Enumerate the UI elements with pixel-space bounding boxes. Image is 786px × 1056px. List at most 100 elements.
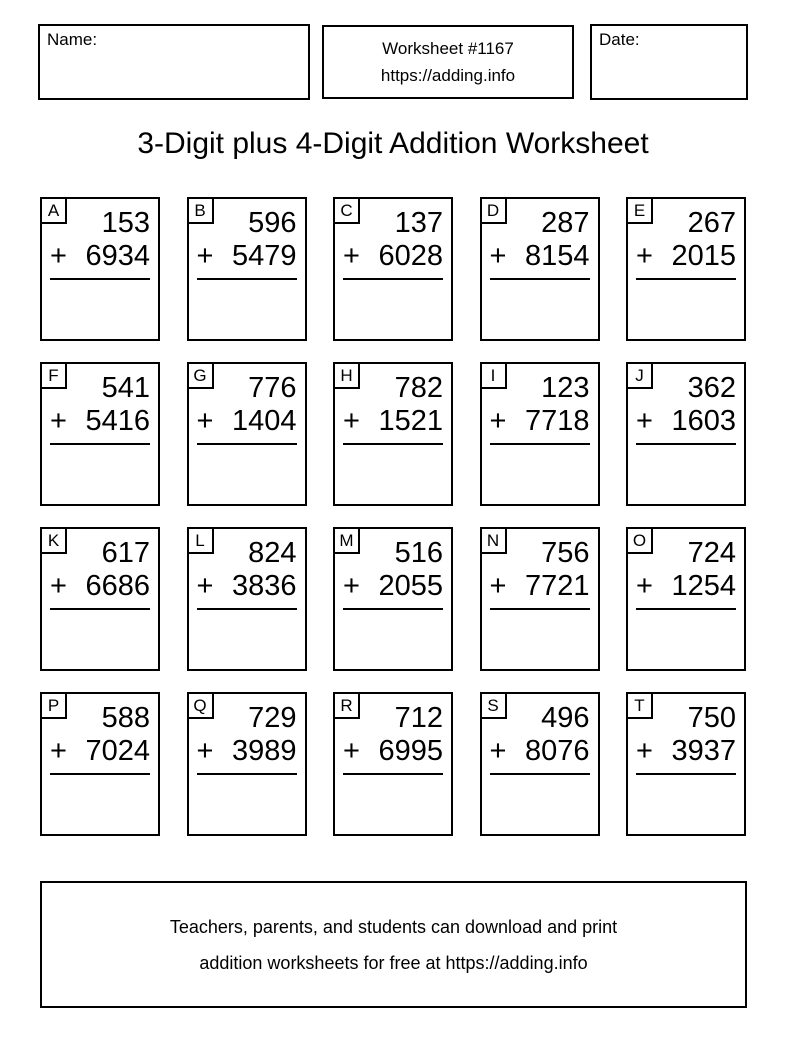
plus-operator: + [196, 735, 214, 767]
problem-cell: G 776 + 1404 [186, 362, 307, 506]
top-addend: 287 [541, 207, 590, 239]
problem-addends: 287 + 8154 [490, 207, 590, 273]
bottom-addend: 7718 [524, 405, 590, 437]
bottom-addend: 2055 [378, 570, 443, 602]
problem-cell: R 712 + 6995 [333, 692, 453, 836]
bottom-addend: 1521 [378, 405, 443, 437]
problem-cell: H 782 + 1521 [333, 362, 453, 506]
answer-line [489, 773, 590, 775]
top-addend: 756 [541, 537, 590, 569]
name-label: Name: [47, 30, 98, 49]
problem-letter-label: S [479, 692, 507, 719]
problem-addends: 776 + 1404 [197, 372, 297, 438]
top-addend: 782 [394, 372, 443, 404]
problem-addends: 516 + 2055 [343, 537, 443, 603]
answer-line [196, 608, 297, 610]
answer-line [343, 278, 443, 280]
answer-line [489, 278, 590, 280]
plus-operator: + [343, 735, 360, 767]
date-field-box: Date: [590, 24, 748, 100]
plus-operator: + [50, 570, 67, 602]
plus-operator: + [489, 570, 507, 602]
plus-operator: + [50, 240, 67, 272]
problem-letter-label: I [479, 362, 507, 389]
plus-operator: + [343, 240, 360, 272]
answer-line [636, 443, 736, 445]
bottom-addend: 6686 [85, 570, 150, 602]
problem-addends: 267 + 2015 [636, 207, 736, 273]
top-addend: 362 [687, 372, 736, 404]
problem-cell: A 153 + 6934 [40, 197, 160, 341]
answer-line [196, 773, 297, 775]
problem-addends: 712 + 6995 [343, 702, 443, 768]
answer-line [636, 773, 736, 775]
problem-letter-label: T [626, 692, 653, 719]
problem-letter-label: C [333, 197, 360, 224]
bottom-addend: 6028 [378, 240, 443, 272]
plus-operator: + [196, 570, 214, 602]
problem-cell: J 362 + 1603 [626, 362, 746, 506]
problem-letter-label: E [626, 197, 653, 224]
problem-letter-label: P [40, 692, 67, 719]
plus-operator: + [343, 570, 360, 602]
problem-addends: 596 + 5479 [197, 207, 297, 273]
bottom-addend: 2015 [671, 240, 736, 272]
answer-line [196, 278, 297, 280]
problem-letter-label: A [40, 197, 67, 224]
problem-letter-label: O [626, 527, 653, 554]
plus-operator: + [50, 405, 67, 437]
top-addend: 516 [394, 537, 443, 569]
problem-cell: Q 729 + 3989 [186, 692, 307, 836]
problem-letter-label: K [40, 527, 67, 554]
top-addend: 596 [248, 207, 297, 239]
plus-operator: + [489, 735, 507, 767]
bottom-addend: 8154 [524, 240, 590, 272]
problem-cell: E 267 + 2015 [626, 197, 746, 341]
problem-cell: F 541 + 5416 [40, 362, 160, 506]
problem-addends: 362 + 1603 [636, 372, 736, 438]
problem-cell: O 724 + 1254 [626, 527, 746, 671]
top-addend: 824 [248, 537, 297, 569]
problem-letter-label: F [40, 362, 67, 389]
answer-line [343, 773, 443, 775]
problem-cell: I 123 + 7718 [479, 362, 600, 506]
name-field-box: Name: [38, 24, 310, 100]
top-addend: 541 [101, 372, 150, 404]
worksheet-url: https://adding.info [380, 66, 516, 85]
top-addend: 729 [248, 702, 297, 734]
bottom-addend: 6934 [85, 240, 150, 272]
top-addend: 267 [687, 207, 736, 239]
bottom-addend: 5479 [231, 240, 297, 272]
answer-line [636, 608, 736, 610]
plus-operator: + [196, 240, 214, 272]
plus-operator: + [636, 405, 653, 437]
problem-cell: D 287 + 8154 [479, 197, 600, 341]
plus-operator: + [489, 405, 507, 437]
problem-addends: 541 + 5416 [50, 372, 150, 438]
worksheet-number: Worksheet #1167 [382, 39, 514, 58]
answer-line [343, 608, 443, 610]
top-addend: 153 [101, 207, 150, 239]
answer-line [50, 443, 150, 445]
problem-letter-label: J [626, 362, 653, 389]
footer-box: Teachers, parents, and students can down… [40, 881, 747, 1008]
bottom-addend: 6995 [378, 735, 443, 767]
bottom-addend: 7721 [524, 570, 590, 602]
answer-line [50, 278, 150, 280]
bottom-addend: 3989 [231, 735, 297, 767]
problem-letter-label: H [333, 362, 360, 389]
problem-addends: 750 + 3937 [636, 702, 736, 768]
date-label: Date: [599, 30, 640, 49]
plus-operator: + [50, 735, 67, 767]
answer-line [50, 608, 150, 610]
problem-cell: K 617 + 6686 [40, 527, 160, 671]
worksheet-info-box: Worksheet #1167 https://adding.info [322, 25, 574, 99]
answer-line [489, 608, 590, 610]
problem-letter-label: N [479, 527, 507, 554]
problem-cell: S 496 + 8076 [479, 692, 600, 836]
problem-addends: 588 + 7024 [50, 702, 150, 768]
top-addend: 776 [248, 372, 297, 404]
top-addend: 137 [394, 207, 443, 239]
top-addend: 750 [687, 702, 736, 734]
answer-line [343, 443, 443, 445]
